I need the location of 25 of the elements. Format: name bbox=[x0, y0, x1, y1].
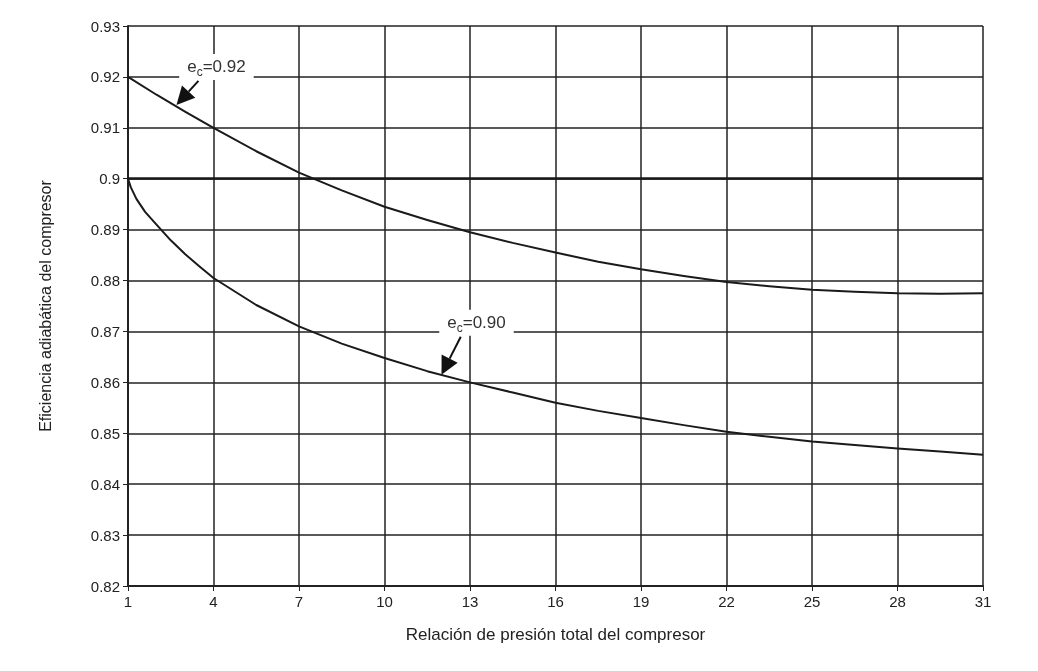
x-tick-label: 25 bbox=[803, 593, 821, 610]
x-tick-label: 13 bbox=[461, 593, 479, 610]
y-tick-label: 0.91 bbox=[90, 119, 120, 137]
y-tick-label: 0.88 bbox=[90, 272, 120, 290]
y-tick-label: 0.82 bbox=[90, 577, 120, 595]
x-tick-label: 1 bbox=[123, 593, 133, 610]
x-tick-label: 19 bbox=[632, 593, 650, 610]
x-tick-label: 22 bbox=[718, 593, 735, 610]
x-tick-label: 7 bbox=[294, 593, 304, 610]
x-tick-label: 28 bbox=[889, 593, 906, 610]
x-tick-label: 16 bbox=[547, 593, 564, 610]
y-tick-label: 0.93 bbox=[90, 17, 120, 35]
y-tick-label: 0.87 bbox=[90, 322, 120, 340]
x-tick-label: 31 bbox=[974, 593, 992, 610]
y-tick-label: 0.89 bbox=[90, 221, 120, 239]
y-tick-label: 0.86 bbox=[90, 373, 120, 391]
x-axis-title: Relación de presión total del compresor bbox=[405, 625, 706, 644]
y-tick-label: 0.9 bbox=[99, 170, 120, 188]
y-tick-label: 0.85 bbox=[90, 424, 120, 442]
x-tick-label: 10 bbox=[376, 593, 393, 610]
x-tick-label: 4 bbox=[209, 593, 218, 610]
y-tick-label: 0.83 bbox=[90, 526, 120, 544]
y-tick-label: 0.92 bbox=[90, 68, 120, 86]
y-axis-title: Eficiencia adiabática del compresor bbox=[36, 179, 54, 432]
y-tick-label: 0.84 bbox=[90, 475, 120, 493]
